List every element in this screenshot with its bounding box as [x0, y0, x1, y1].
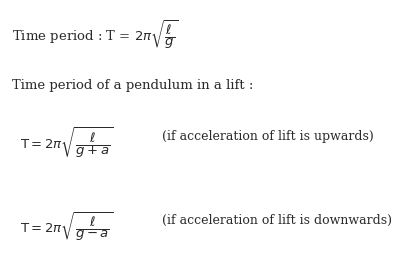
Text: Time period : T = $2\pi\sqrt{\dfrac{\ell}{g}}$: Time period : T = $2\pi\sqrt{\dfrac{\ell… — [12, 18, 179, 52]
Text: $\mathrm{T} = 2\pi\sqrt{\dfrac{\ell}{g-a}}$: $\mathrm{T} = 2\pi\sqrt{\dfrac{\ell}{g-a… — [20, 210, 114, 244]
Text: (if acceleration of lift is downwards): (if acceleration of lift is downwards) — [162, 214, 391, 227]
Text: Time period of a pendulum in a lift :: Time period of a pendulum in a lift : — [12, 79, 253, 92]
Text: (if acceleration of lift is upwards): (if acceleration of lift is upwards) — [162, 130, 373, 143]
Text: $\mathrm{T} = 2\pi\sqrt{\dfrac{\ell}{g+a}}$: $\mathrm{T} = 2\pi\sqrt{\dfrac{\ell}{g+a… — [20, 126, 114, 161]
